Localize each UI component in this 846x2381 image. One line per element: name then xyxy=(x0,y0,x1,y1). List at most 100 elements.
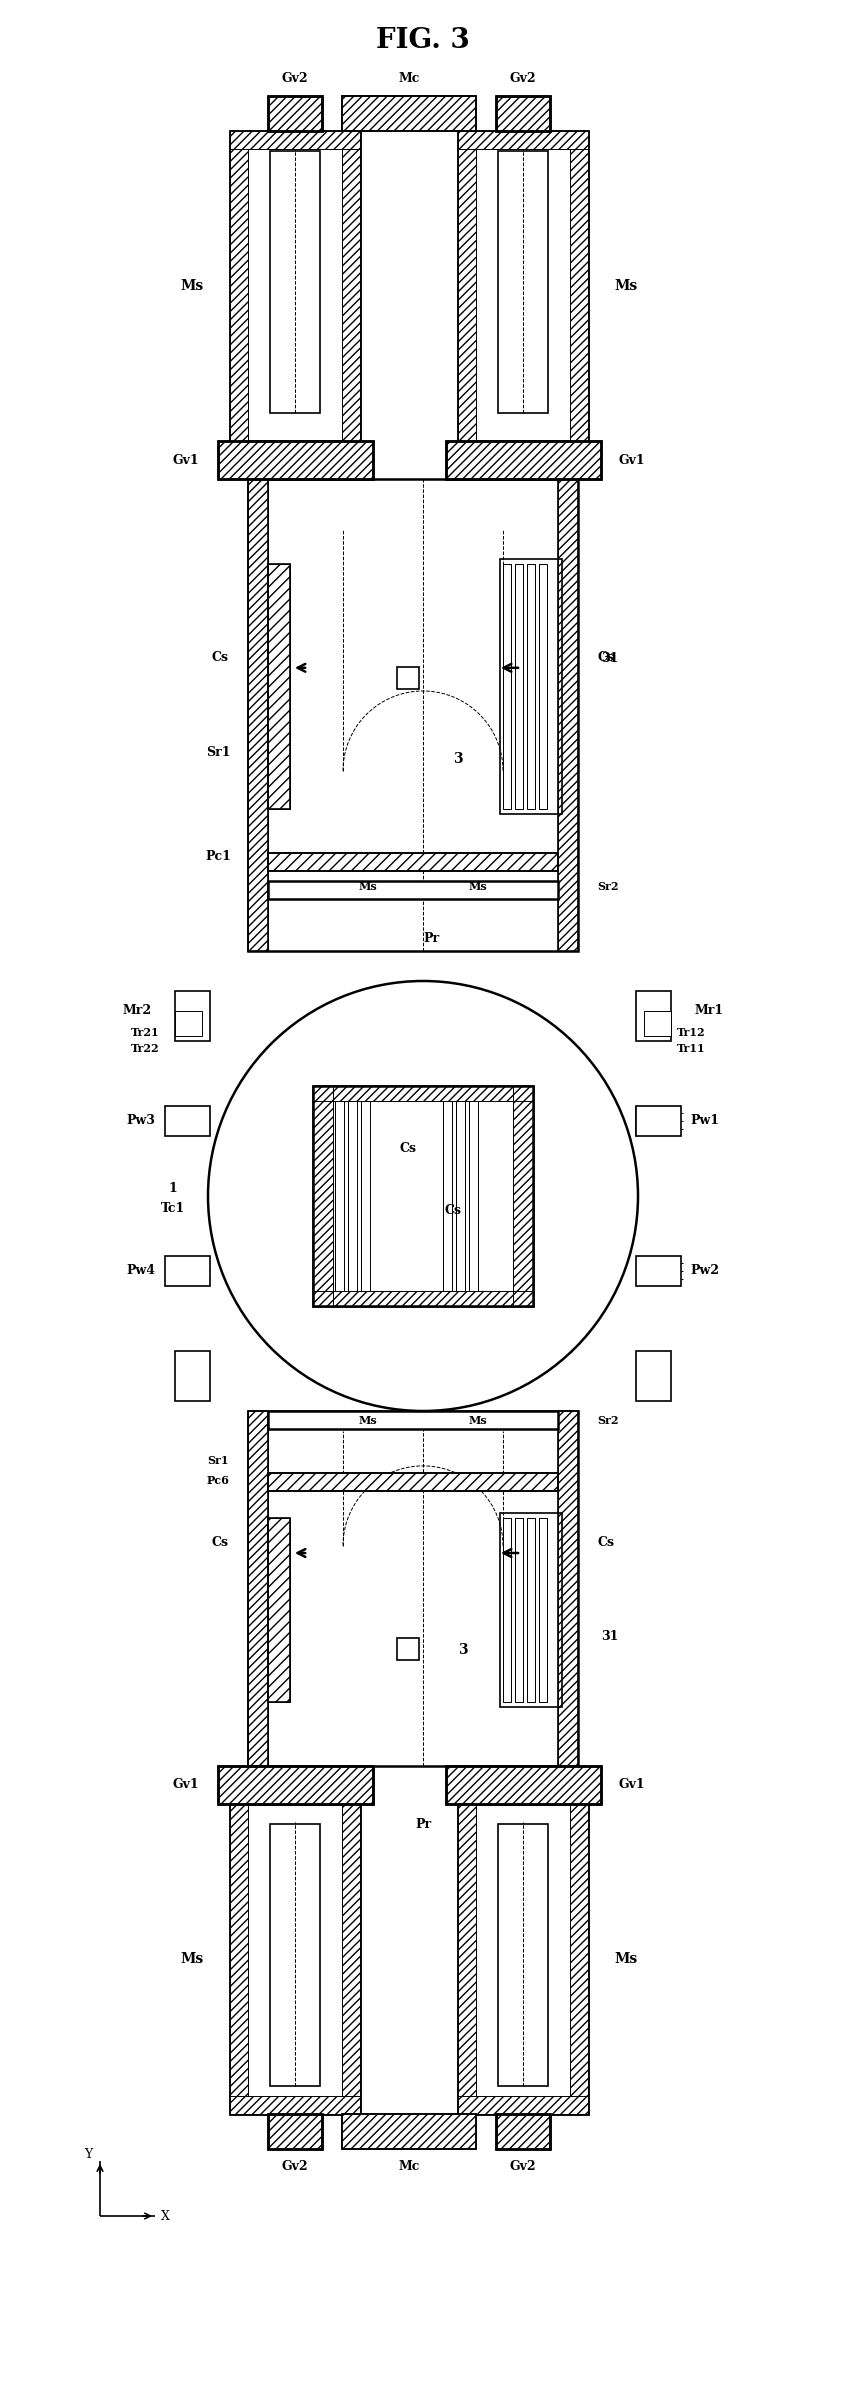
Bar xyxy=(268,95,322,131)
Bar xyxy=(342,95,476,131)
Bar xyxy=(268,2114,322,2150)
Bar xyxy=(496,2114,550,2150)
Text: Gv1: Gv1 xyxy=(173,1779,200,1791)
Text: 31: 31 xyxy=(602,1631,618,1643)
Bar xyxy=(539,564,547,810)
Text: Gv2: Gv2 xyxy=(509,71,536,83)
Bar xyxy=(342,131,360,440)
Bar xyxy=(175,1012,202,1036)
Text: Pc1: Pc1 xyxy=(205,850,231,862)
Bar xyxy=(268,852,558,871)
Bar xyxy=(248,479,268,950)
Text: Gv2: Gv2 xyxy=(282,2160,308,2174)
Bar xyxy=(230,2095,360,2114)
Bar xyxy=(446,440,601,479)
Bar xyxy=(539,1517,547,1702)
Text: Mr1: Mr1 xyxy=(695,1005,723,1017)
Bar xyxy=(636,1257,681,1286)
Text: Gv1: Gv1 xyxy=(173,452,200,467)
Text: Ms: Ms xyxy=(359,1414,377,1426)
Text: Gv1: Gv1 xyxy=(618,452,645,467)
Bar xyxy=(558,1412,578,1767)
Bar xyxy=(342,95,476,131)
Bar xyxy=(458,131,588,440)
Bar xyxy=(175,990,210,1040)
Bar xyxy=(248,479,578,950)
Bar xyxy=(268,1412,558,1429)
Bar xyxy=(342,1805,360,2114)
Text: Pw4: Pw4 xyxy=(127,1264,156,1279)
Bar xyxy=(636,990,671,1040)
Bar xyxy=(458,1805,476,2114)
Text: Cs: Cs xyxy=(597,1536,614,1550)
Bar xyxy=(230,1805,360,2114)
Bar xyxy=(268,564,290,810)
Text: Tr22: Tr22 xyxy=(130,1043,159,1055)
Bar xyxy=(230,1805,360,2114)
Bar xyxy=(500,1512,562,1707)
Bar xyxy=(469,1100,478,1291)
Bar xyxy=(313,1086,533,1100)
Bar xyxy=(446,1767,601,1805)
Bar xyxy=(503,564,511,810)
Bar xyxy=(218,1767,373,1805)
Bar xyxy=(498,1824,548,2086)
Bar xyxy=(175,1350,210,1400)
Text: Sr2: Sr2 xyxy=(597,881,618,890)
Text: Gv2: Gv2 xyxy=(282,71,308,83)
Bar xyxy=(397,667,419,688)
Bar xyxy=(268,852,558,871)
Bar xyxy=(230,131,360,440)
Text: Gv1: Gv1 xyxy=(618,1779,645,1791)
Bar xyxy=(342,2114,476,2150)
Text: Tr12: Tr12 xyxy=(677,1029,706,1038)
Text: 3: 3 xyxy=(459,1643,468,1657)
Bar xyxy=(636,1107,681,1136)
Bar xyxy=(513,1086,533,1307)
Bar xyxy=(498,150,548,412)
Bar xyxy=(527,1517,535,1702)
Bar xyxy=(500,560,562,814)
Text: Ms: Ms xyxy=(614,279,638,293)
Bar xyxy=(446,440,601,479)
Bar xyxy=(218,440,373,479)
Text: Tr11: Tr11 xyxy=(677,1043,706,1055)
Bar xyxy=(570,131,588,440)
Text: Ms: Ms xyxy=(614,1952,638,1967)
Text: Pr: Pr xyxy=(415,1817,431,1831)
Text: Sr1: Sr1 xyxy=(206,745,230,760)
Bar xyxy=(496,95,550,131)
Bar xyxy=(268,564,290,810)
Bar xyxy=(397,1638,419,1660)
Bar xyxy=(558,1412,578,1767)
Bar xyxy=(268,1474,558,1491)
Text: Cs: Cs xyxy=(444,1205,462,1217)
Bar xyxy=(313,1086,333,1307)
Text: Pw1: Pw1 xyxy=(690,1114,719,1129)
Bar xyxy=(248,1412,268,1767)
Bar xyxy=(268,95,322,131)
Bar xyxy=(248,479,268,950)
Text: Y: Y xyxy=(84,2148,92,2160)
Bar xyxy=(313,1086,533,1307)
Text: Ms: Ms xyxy=(359,881,377,890)
Text: 1: 1 xyxy=(168,1181,178,1195)
Bar xyxy=(230,131,360,440)
Text: Tc1: Tc1 xyxy=(161,1202,185,1214)
Text: Ms: Ms xyxy=(469,1414,487,1426)
Bar xyxy=(456,1100,465,1291)
Bar xyxy=(313,1086,533,1307)
Bar xyxy=(496,95,550,131)
Bar xyxy=(268,1517,290,1702)
Text: FIG. 3: FIG. 3 xyxy=(376,29,470,55)
Bar xyxy=(515,564,523,810)
Text: 3: 3 xyxy=(453,752,463,767)
Bar xyxy=(218,1767,373,1805)
Bar xyxy=(503,1517,511,1702)
Text: Tr21: Tr21 xyxy=(130,1029,159,1038)
Text: Mr2: Mr2 xyxy=(123,1005,151,1017)
Text: Ms: Ms xyxy=(180,279,204,293)
Bar xyxy=(342,2114,476,2150)
Bar xyxy=(515,1517,523,1702)
Text: Pw3: Pw3 xyxy=(127,1114,156,1129)
